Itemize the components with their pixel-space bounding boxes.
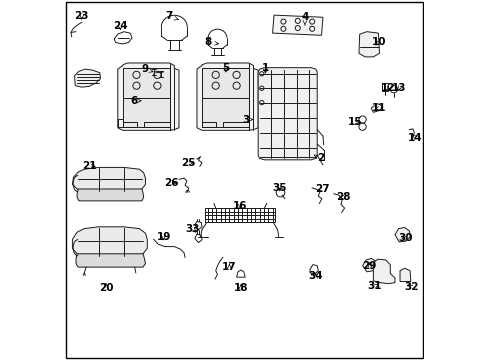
Polygon shape (76, 254, 145, 267)
Text: 20: 20 (99, 283, 113, 293)
Text: 6: 6 (130, 96, 141, 106)
Text: 1: 1 (261, 63, 268, 73)
Text: 33: 33 (184, 224, 199, 234)
Polygon shape (118, 63, 179, 130)
Text: 4: 4 (301, 12, 308, 25)
Text: 19: 19 (156, 232, 170, 242)
Text: 35: 35 (272, 183, 286, 193)
Polygon shape (75, 69, 101, 87)
Text: 14: 14 (407, 132, 422, 143)
Polygon shape (272, 15, 322, 35)
Polygon shape (358, 32, 379, 57)
Text: 21: 21 (81, 161, 96, 171)
Text: 8: 8 (203, 37, 218, 48)
Text: 17: 17 (222, 262, 236, 272)
Text: 27: 27 (314, 184, 329, 194)
Polygon shape (202, 68, 248, 127)
Polygon shape (72, 167, 145, 192)
Text: 34: 34 (308, 271, 323, 282)
Text: 26: 26 (163, 178, 178, 188)
Text: 30: 30 (398, 233, 412, 243)
Text: 25: 25 (181, 158, 196, 168)
Text: 23: 23 (74, 11, 89, 21)
Text: 2: 2 (314, 153, 324, 163)
Text: 9: 9 (142, 64, 153, 74)
Polygon shape (197, 63, 258, 130)
Bar (381, 83, 387, 91)
Text: 13: 13 (391, 83, 406, 93)
Text: 32: 32 (404, 282, 418, 292)
Text: 31: 31 (367, 281, 381, 291)
Polygon shape (373, 259, 394, 284)
Text: 7: 7 (165, 11, 178, 21)
Text: 11: 11 (371, 103, 386, 113)
Text: 10: 10 (371, 37, 386, 48)
Text: 16: 16 (232, 201, 247, 211)
Text: 3: 3 (242, 114, 252, 125)
Polygon shape (258, 68, 317, 160)
Text: 15: 15 (347, 117, 362, 127)
Polygon shape (72, 227, 147, 256)
Text: 18: 18 (233, 283, 247, 293)
Text: 5: 5 (222, 63, 229, 73)
Polygon shape (362, 258, 376, 272)
Text: 12: 12 (381, 83, 395, 93)
Polygon shape (399, 268, 410, 282)
Text: 24: 24 (113, 21, 127, 31)
Polygon shape (122, 68, 169, 127)
Polygon shape (394, 228, 409, 242)
Polygon shape (77, 189, 143, 201)
Text: 29: 29 (362, 261, 376, 271)
Text: 28: 28 (336, 192, 350, 202)
